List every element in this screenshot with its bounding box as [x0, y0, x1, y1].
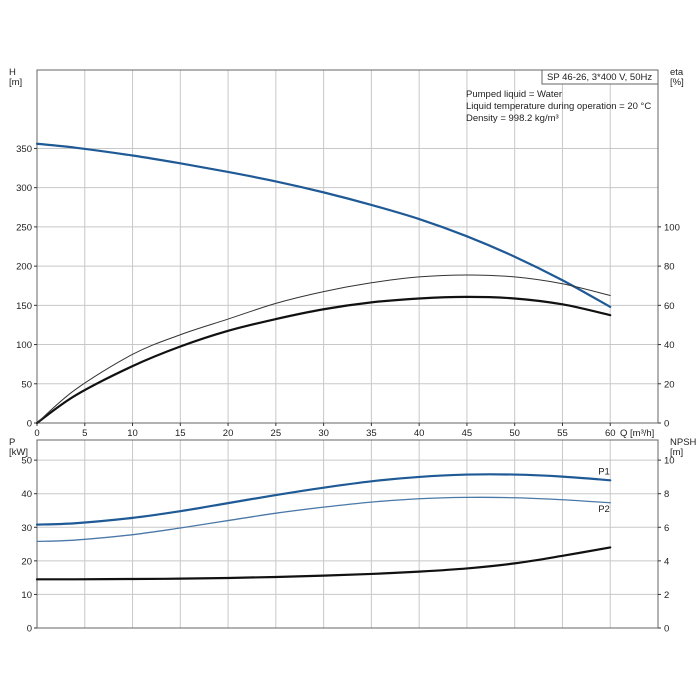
y-tick-left-label: 100 [16, 340, 32, 351]
y-axis-label-right-line-1: NPSH [670, 437, 697, 448]
x-tick-label: 55 [557, 428, 568, 439]
y-tick-left-label: 300 [16, 183, 32, 194]
y-axis-label-right-line-2: [m] [670, 447, 683, 458]
x-axis-label: Q [m³/h] [620, 428, 654, 439]
x-tick-label: 30 [318, 428, 329, 439]
annotation: Pumped liquid = Water [466, 89, 562, 100]
annotation: Liquid temperature during operation = 20… [466, 101, 651, 112]
series-label: P2 [598, 504, 610, 515]
y-tick-right-label: 8 [664, 489, 669, 500]
x-tick-label: 35 [366, 428, 377, 439]
series-line-3 [36, 274, 611, 424]
y-tick-right-label: 60 [664, 301, 675, 312]
y-tick-left-label: 350 [16, 144, 32, 155]
x-tick-label: 10 [127, 428, 138, 439]
y-tick-left-label: 200 [16, 262, 32, 273]
y-tick-left-label: 30 [21, 523, 32, 534]
y-tick-right-label: 80 [664, 262, 675, 273]
series-line-2 [36, 496, 611, 543]
y-axis-label-right-line-1: eta [670, 67, 684, 78]
y-tick-left-label: 50 [21, 379, 32, 390]
y-axis-label-left-line-1: H [9, 67, 16, 78]
y-tick-right-label: 0 [664, 624, 669, 635]
y-tick-left-label: 250 [16, 222, 32, 233]
y-tick-left-label: 20 [21, 556, 32, 567]
x-tick-label: 20 [223, 428, 234, 439]
y-tick-right-label: 40 [664, 340, 675, 351]
y-tick-left-label: 40 [21, 489, 32, 500]
y-tick-right-label: 2 [664, 590, 669, 601]
power-npsh-panel: 0 10 20 30 40 50 0 2 4 6 8 10 P[kW] NPSH[m] P1 P2 [9, 437, 697, 635]
x-tick-label: 15 [175, 428, 186, 439]
x-tick-label: 40 [414, 428, 425, 439]
y-tick-left-label: 150 [16, 301, 32, 312]
series-line-1 [35, 473, 612, 526]
y-tick-left-label: 10 [21, 590, 32, 601]
y-axis-label-left-line-2: [m] [9, 77, 22, 88]
series-label: P1 [598, 466, 610, 477]
y-axis-label-left-line-2: [kW] [9, 447, 28, 458]
head-efficiency-panel: 0 50 100 150 200 250 300 350 0 20 40 60 80 100 0 5 10 15 2… [9, 67, 684, 439]
x-tick-label: 5 [82, 428, 87, 439]
x-tick-label: 0 [34, 428, 39, 439]
title-box [541, 69, 659, 85]
chart-title: SP 46-26, 3*400 V, 50Hz [547, 72, 652, 83]
y-tick-right-label: 6 [664, 523, 669, 534]
x-tick-label: 50 [509, 428, 520, 439]
y-axis-label-left-line-1: P [9, 437, 15, 448]
y-tick-right-label: 4 [664, 556, 669, 567]
y-tick-left-label: 0 [27, 624, 32, 635]
x-tick-label: 60 [605, 428, 616, 439]
y-tick-right-label: 0 [664, 419, 669, 430]
y-axis-label-right-line-2: [%] [670, 77, 684, 88]
plot-frame [36, 69, 659, 424]
y-tick-left-label: 50 [21, 456, 32, 467]
annotation: Density = 998.2 kg/m³ [466, 113, 559, 124]
series-line-1 [35, 142, 612, 308]
x-tick-label: 25 [271, 428, 282, 439]
plot-frame [36, 439, 659, 629]
x-tick-label: 45 [462, 428, 473, 439]
series-line-2 [35, 295, 612, 425]
y-tick-right-label: 100 [664, 222, 680, 233]
series-line-3 [35, 546, 612, 581]
y-tick-left-label: 0 [27, 419, 32, 430]
y-tick-right-label: 20 [664, 379, 675, 390]
y-tick-right-label: 10 [664, 456, 675, 467]
